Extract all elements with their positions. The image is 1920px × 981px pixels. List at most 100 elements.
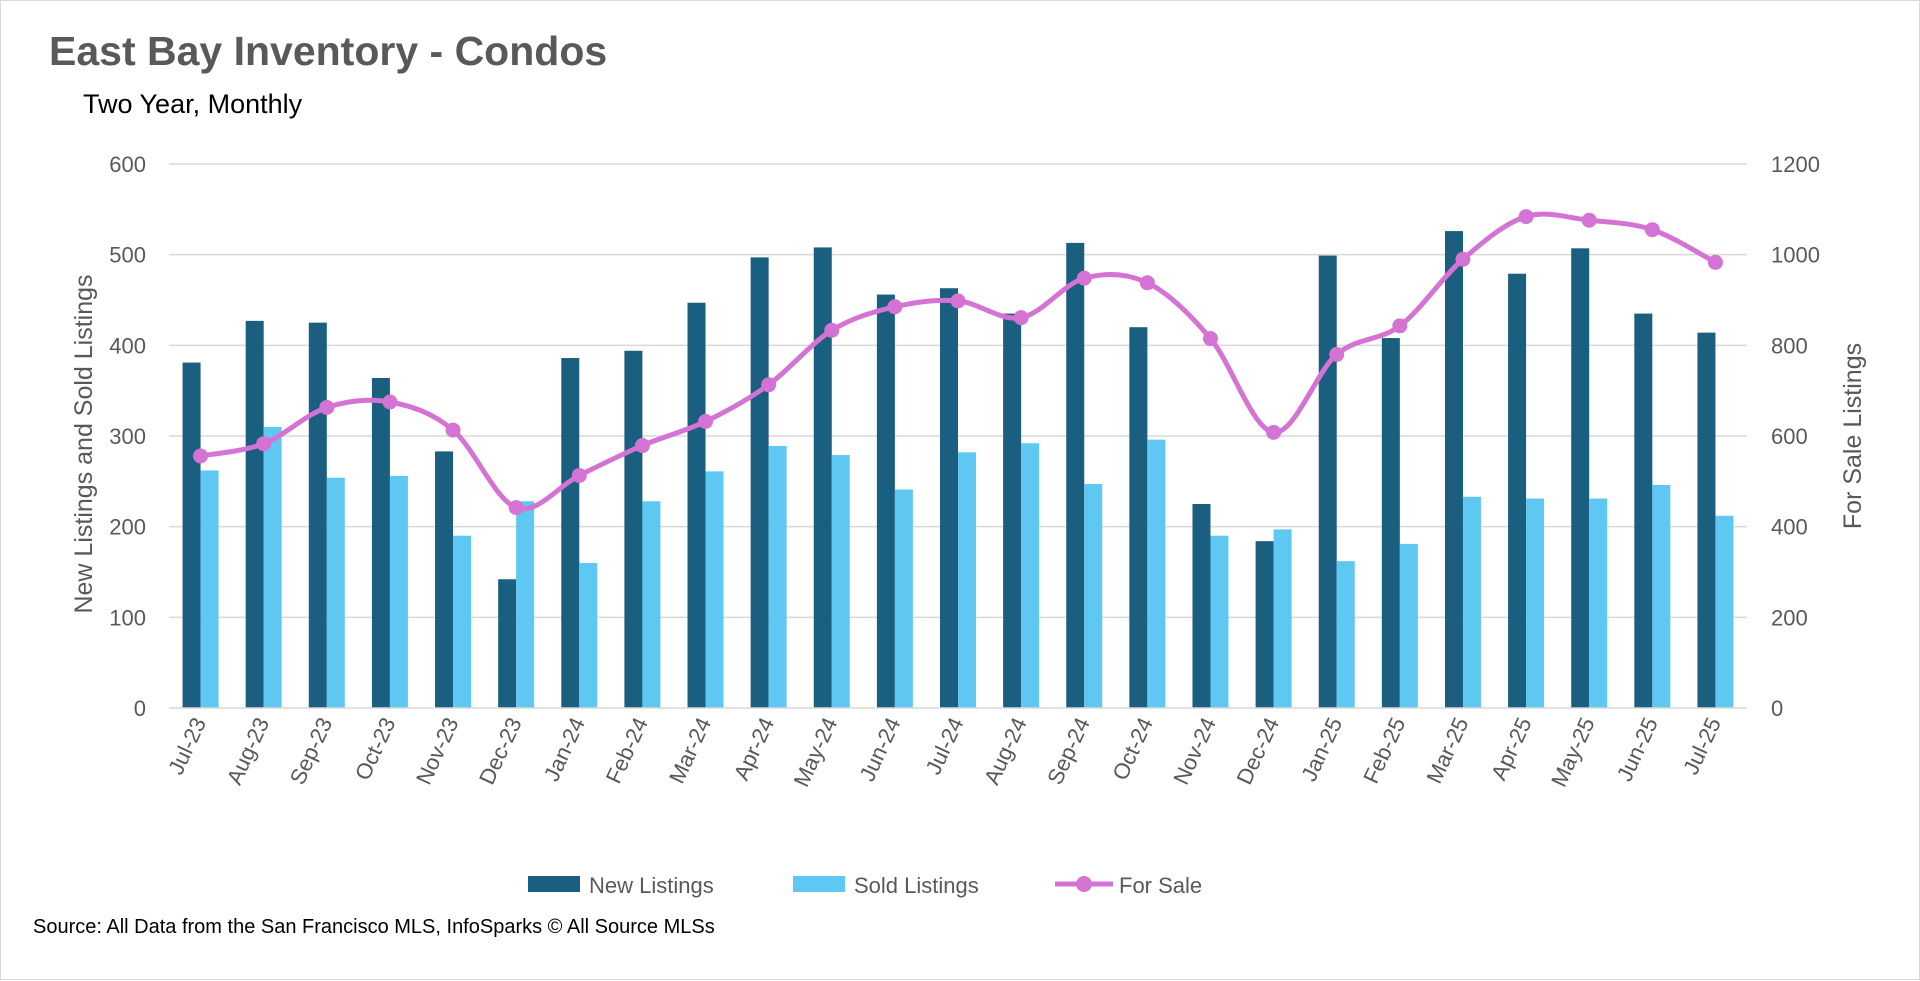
x-axis-tick-labels: Jul-23 Aug-23 Sep-23 Oct-23 Nov-23 Dec-23 Jan-… bbox=[163, 714, 1726, 791]
bar-sold-listings bbox=[453, 535, 472, 708]
x-axis-tick-label: Oct-24 bbox=[1107, 714, 1158, 784]
line-series bbox=[193, 209, 1723, 516]
x-axis-tick-label: Aug-23 bbox=[222, 714, 275, 789]
x-axis-tick-label: Dec-23 bbox=[474, 714, 527, 789]
right-axis-tick-label: 1200 bbox=[1771, 152, 1820, 177]
bar-sold-listings bbox=[1273, 529, 1292, 708]
bar-sold-listings bbox=[1399, 543, 1418, 708]
x-axis-tick-label: Apr-24 bbox=[729, 714, 780, 784]
for-sale-point bbox=[698, 413, 714, 429]
for-sale-point bbox=[824, 322, 840, 338]
for-sale-point bbox=[1581, 212, 1597, 228]
bar-new-listings bbox=[1508, 273, 1527, 708]
x-axis-tick-label: May-24 bbox=[789, 714, 843, 791]
bar-sold-listings bbox=[200, 470, 219, 708]
x-axis-tick-label: Mar-25 bbox=[1421, 714, 1473, 788]
for-sale-point bbox=[1644, 222, 1660, 238]
bar-new-listings bbox=[1129, 327, 1148, 708]
chart-subtitle: Two Year, Monthly bbox=[83, 89, 303, 119]
x-axis-tick-label: Jul-25 bbox=[1678, 714, 1726, 779]
bar-sold-listings bbox=[1526, 498, 1545, 708]
legend-swatch-new-listings bbox=[528, 876, 580, 892]
for-sale-point bbox=[761, 377, 777, 393]
for-sale-point bbox=[634, 438, 650, 454]
bar-sold-listings bbox=[831, 455, 850, 708]
right-axis-tick-label: 400 bbox=[1771, 515, 1808, 540]
bar-sold-listings bbox=[642, 501, 661, 708]
left-axis-tick-label: 100 bbox=[109, 605, 146, 630]
bar-new-listings bbox=[1066, 242, 1085, 708]
for-sale-point bbox=[887, 299, 903, 315]
bar-new-listings bbox=[561, 358, 580, 708]
bar-new-listings bbox=[1634, 313, 1653, 708]
for-sale-point bbox=[1139, 275, 1155, 291]
left-axis-title: New Listings and Sold Listings bbox=[70, 274, 98, 613]
bar-new-listings bbox=[182, 362, 201, 708]
bar-new-listings bbox=[750, 257, 769, 708]
for-sale-point bbox=[1202, 331, 1218, 347]
bar-new-listings bbox=[1255, 541, 1274, 708]
bar-sold-listings bbox=[579, 562, 598, 708]
bar-sold-listings bbox=[705, 471, 724, 708]
x-axis-tick-label: Nov-23 bbox=[411, 714, 464, 789]
bar-sold-listings bbox=[1021, 443, 1040, 708]
for-sale-point bbox=[1518, 209, 1534, 225]
bar-new-listings bbox=[308, 322, 327, 708]
legend-label-sold-listings: Sold Listings bbox=[854, 873, 979, 898]
bar-sold-listings bbox=[1336, 561, 1355, 708]
bar-sold-listings bbox=[768, 445, 787, 708]
bar-sold-listings bbox=[1715, 515, 1734, 708]
bar-new-listings bbox=[371, 377, 390, 708]
left-axis-tick-label: 0 bbox=[134, 696, 146, 721]
x-axis-tick-label: Jul-23 bbox=[163, 714, 211, 779]
source-note: Source: All Data from the San Francisco … bbox=[33, 916, 715, 938]
bar-new-listings bbox=[1003, 313, 1022, 708]
for-sale-point bbox=[319, 399, 335, 415]
x-axis-tick-label: Jun-24 bbox=[854, 714, 905, 786]
x-axis-tick-label: Mar-24 bbox=[664, 714, 716, 788]
for-sale-point bbox=[445, 422, 461, 438]
right-axis-title: For Sale Listings bbox=[1839, 343, 1867, 529]
left-axis-tick-label: 200 bbox=[109, 515, 146, 540]
bar-sold-listings bbox=[326, 477, 345, 708]
legend-label-for-sale: For Sale bbox=[1119, 873, 1202, 898]
bar-sold-listings bbox=[263, 426, 282, 708]
right-axis-tick-label: 1000 bbox=[1771, 243, 1820, 268]
x-axis-tick-label: Apr-25 bbox=[1486, 714, 1537, 784]
bar-sold-listings bbox=[958, 452, 976, 708]
for-sale-point bbox=[1455, 251, 1471, 267]
x-axis-tick-label: Jul-24 bbox=[921, 714, 969, 779]
x-axis-tick-label: Aug-24 bbox=[979, 714, 1032, 789]
x-axis-tick-label: Jan-25 bbox=[1296, 714, 1347, 786]
left-axis-tick-label: 600 bbox=[109, 152, 146, 177]
right-axis-tick-label: 600 bbox=[1771, 424, 1808, 449]
left-axis-tick-label: 400 bbox=[109, 333, 146, 358]
legend-marker-for-sale bbox=[1076, 876, 1092, 892]
bar-sold-listings bbox=[1589, 498, 1608, 708]
bar-new-listings bbox=[1192, 504, 1211, 708]
legend-label-new-listings: New Listings bbox=[589, 873, 714, 898]
right-axis-tick-label: 800 bbox=[1771, 333, 1808, 358]
left-axis-tick-label: 300 bbox=[109, 424, 146, 449]
right-axis-tick-label: 0 bbox=[1771, 696, 1783, 721]
bar-new-listings bbox=[1381, 338, 1400, 708]
legend-swatch-sold-listings bbox=[793, 876, 845, 892]
for-sale-point bbox=[950, 293, 966, 309]
x-axis-tick-label: Sep-24 bbox=[1042, 714, 1095, 789]
right-axis-ticks: 0 200 400 600 800 1000 1200 bbox=[1771, 152, 1820, 721]
bar-new-listings bbox=[687, 302, 706, 708]
x-axis-tick-label: Feb-25 bbox=[1358, 714, 1410, 788]
bar-new-listings bbox=[1571, 248, 1590, 708]
bar-new-listings bbox=[1444, 231, 1463, 709]
bar-new-listings bbox=[940, 288, 958, 708]
x-axis-tick-label: Feb-24 bbox=[601, 714, 653, 788]
bar-new-listings bbox=[435, 451, 454, 708]
for-sale-point bbox=[1329, 346, 1345, 362]
bar-sold-listings bbox=[1652, 484, 1671, 708]
bar-sold-listings bbox=[1210, 535, 1229, 708]
legend: New Listings Sold Listings For Sale bbox=[528, 873, 1202, 898]
bar-new-listings bbox=[498, 579, 517, 708]
left-axis-tick-label: 500 bbox=[109, 243, 146, 268]
for-sale-point bbox=[1707, 254, 1723, 270]
